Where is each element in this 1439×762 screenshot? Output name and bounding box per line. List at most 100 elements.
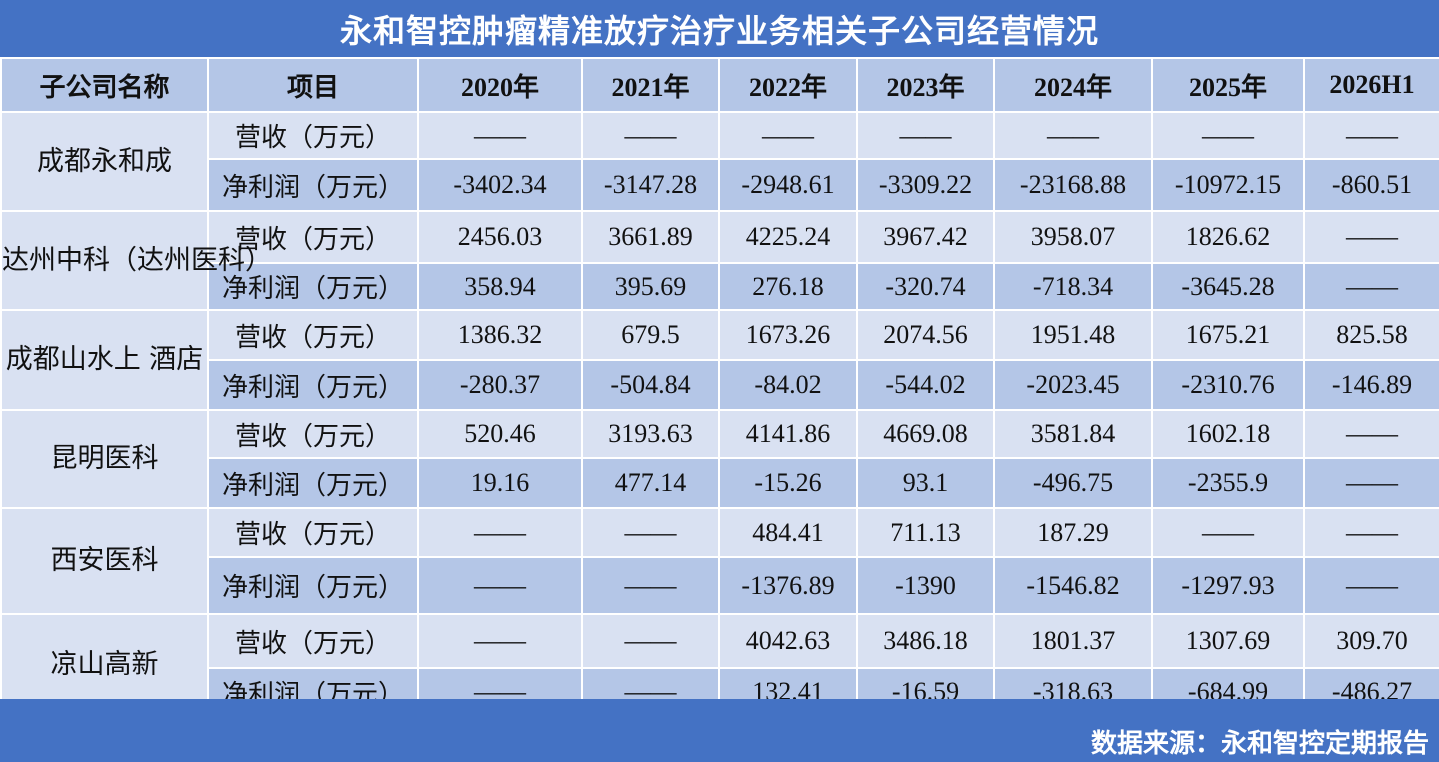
source-note: 数据来源：永和智控定期报告 [0,699,1439,762]
table-cell: —— [718,111,858,160]
table-cell: -504.84 [581,359,720,411]
table-cell: 1602.18 [1151,409,1305,459]
table-row: 净利润（万元） 19.16 477.14 -15.26 93.1 -496.75… [1,457,1439,509]
table-row: 西安医科 营收（万元） —— —— 484.41 711.13 187.29 —… [0,507,1439,615]
row-item: 净利润（万元） [207,457,419,509]
row-item: 净利润（万元） [207,262,419,311]
table-cell: 825.58 [1303,309,1439,361]
table-cell: -146.89 [1303,359,1439,411]
table-row: 净利润（万元） 358.94 395.69 276.18 -320.74 -71… [1,262,1439,311]
table-cell: 484.41 [718,507,858,558]
table-cell: 19.16 [417,457,583,509]
table-cell: 711.13 [856,507,995,558]
subsidiary-name: 达州中科（达州医科） [0,210,272,311]
table-cell: 309.70 [1303,613,1439,669]
subsidiary-name: 成都山水上 酒店 [0,309,209,411]
header-subsidiary: 子公司名称 [0,57,209,113]
table-cell: —— [417,556,583,615]
table-cell: -2023.45 [993,359,1153,411]
table-cell: —— [581,507,720,558]
table-cell: —— [581,613,720,669]
table-cell: -1546.82 [993,556,1153,615]
row-item: 营收（万元） [207,309,419,361]
table-row: 达州中科（达州医科） 营收（万元） 2456.03 3661.89 4225.2… [0,210,1439,311]
header-year: 2026H1 [1303,57,1439,113]
table-cell: —— [1303,507,1439,558]
table-cell: -1297.93 [1151,556,1305,615]
table-cell: —— [856,111,995,160]
table-cell: -10972.15 [1151,158,1305,212]
table-cell: —— [1151,507,1305,558]
table-cell: -544.02 [856,359,995,411]
table-title: 永和智控肿瘤精准放疗治疗业务相关子公司经营情况 [0,0,1439,57]
row-item: 营收（万元） [207,111,419,160]
table-cell: 3486.18 [856,613,995,669]
header-item: 项目 [207,57,419,113]
header-year: 2023年 [856,57,995,113]
subsidiary-name: 西安医科 [0,507,209,615]
header-year: 2024年 [993,57,1153,113]
operating-data-table: 子公司名称 项目 2020年 2021年 2022年 2023年 2024年 2… [0,57,1439,717]
table-cell: —— [417,507,583,558]
table-cell: 395.69 [581,262,720,311]
table-cell: -280.37 [417,359,583,411]
table-row: 净利润（万元） -280.37 -504.84 -84.02 -544.02 -… [1,359,1439,411]
table-row: 成都永和成 营收（万元） —— —— —— —— —— —— —— [0,111,1439,212]
row-item: 营收（万元） [207,507,419,558]
table-cell: —— [1303,210,1439,264]
table-cell: -496.75 [993,457,1153,509]
table-cell: -718.34 [993,262,1153,311]
table-cell: 2456.03 [417,210,583,264]
subsidiary-name: 成都永和成 [0,111,209,212]
table-cell: 477.14 [581,457,720,509]
table-cell: —— [1303,409,1439,459]
header-year: 2020年 [417,57,583,113]
table-cell: 4141.86 [718,409,858,459]
table-cell: -3309.22 [856,158,995,212]
header-year: 2025年 [1151,57,1305,113]
row-item: 净利润（万元） [207,158,419,212]
table-cell: -84.02 [718,359,858,411]
table-cell: 93.1 [856,457,995,509]
row-item: 净利润（万元） [207,359,419,411]
table-cell: 4669.08 [856,409,995,459]
subsidiary-name: 昆明医科 [0,409,209,509]
row-item: 营收（万元） [207,613,419,669]
row-item: 营收（万元） [207,409,419,459]
table-cell: -320.74 [856,262,995,311]
table-cell: 1826.62 [1151,210,1305,264]
table-cell: —— [581,556,720,615]
table-cell: 3967.42 [856,210,995,264]
table-cell: 1673.26 [718,309,858,361]
table-cell: 1386.32 [417,309,583,361]
table-cell: 358.94 [417,262,583,311]
table-cell: -3645.28 [1151,262,1305,311]
table-row: 成都山水上 酒店 营收（万元） 1386.32 679.5 1673.26 20… [0,309,1439,411]
header-year: 2022年 [718,57,858,113]
table-cell: —— [1303,457,1439,509]
table-row: 凉山高新 营收（万元） —— —— 4042.63 3486.18 1801.3… [0,613,1439,717]
table-cell: -3147.28 [581,158,720,212]
table-cell: 520.46 [417,409,583,459]
row-item: 净利润（万元） [207,556,419,615]
table-cell: 3581.84 [993,409,1153,459]
table-cell: 276.18 [718,262,858,311]
table-cell: —— [993,111,1153,160]
table-cell: —— [1303,556,1439,615]
table-cell: 1951.48 [993,309,1153,361]
table-cell: -860.51 [1303,158,1439,212]
table-cell: 1675.21 [1151,309,1305,361]
table-cell: —— [1303,262,1439,311]
header-year: 2021年 [581,57,720,113]
table-cell: 3193.63 [581,409,720,459]
table-cell: 1801.37 [993,613,1153,669]
table-cell: 3958.07 [993,210,1153,264]
table-cell: -2310.76 [1151,359,1305,411]
table-cell: —— [417,111,583,160]
table-cell: —— [1151,111,1305,160]
table-row: 净利润（万元） —— —— -1376.89 -1390 -1546.82 -1… [1,556,1439,615]
table-cell: 2074.56 [856,309,995,361]
table-cell: 679.5 [581,309,720,361]
table-cell: -2355.9 [1151,457,1305,509]
table-cell: -1390 [856,556,995,615]
